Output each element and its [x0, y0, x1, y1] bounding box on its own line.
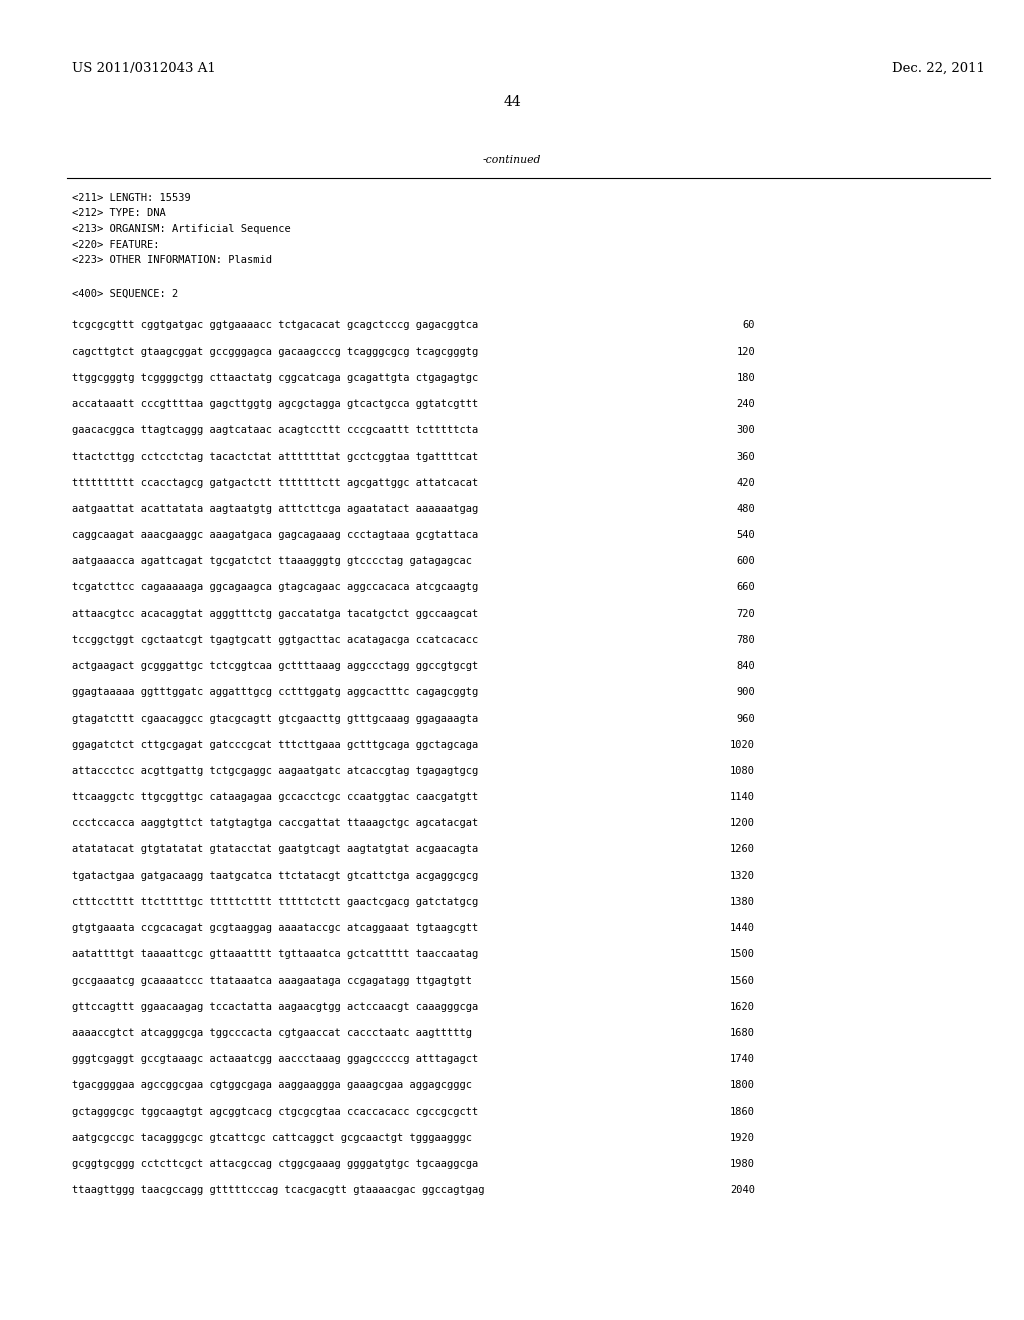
Text: 1440: 1440 [730, 923, 755, 933]
Text: 1500: 1500 [730, 949, 755, 960]
Text: 1200: 1200 [730, 818, 755, 829]
Text: <223> OTHER INFORMATION: Plasmid: <223> OTHER INFORMATION: Plasmid [72, 255, 272, 265]
Text: attaccctcc acgttgattg tctgcgaggc aagaatgatc atcaccgtag tgagagtgcg: attaccctcc acgttgattg tctgcgaggc aagaatg… [72, 766, 478, 776]
Text: <211> LENGTH: 15539: <211> LENGTH: 15539 [72, 193, 190, 203]
Text: 720: 720 [736, 609, 755, 619]
Text: tccggctggt cgctaatcgt tgagtgcatt ggtgacttac acatagacga ccatcacacc: tccggctggt cgctaatcgt tgagtgcatt ggtgact… [72, 635, 478, 645]
Text: gctagggcgc tggcaagtgt agcggtcacg ctgcgcgtaa ccaccacacc cgccgcgctt: gctagggcgc tggcaagtgt agcggtcacg ctgcgcg… [72, 1106, 478, 1117]
Text: <220> FEATURE:: <220> FEATURE: [72, 239, 160, 249]
Text: ttaagttggg taacgccagg gtttttcccag tcacgacgtt gtaaaacgac ggccagtgag: ttaagttggg taacgccagg gtttttcccag tcacga… [72, 1185, 484, 1195]
Text: ttcaaggctc ttgcggttgc cataagagaa gccacctcgc ccaatggtac caacgatgtt: ttcaaggctc ttgcggttgc cataagagaa gccacct… [72, 792, 478, 803]
Text: ggagtaaaaa ggtttggatc aggatttgcg cctttggatg aggcactttc cagagcggtg: ggagtaaaaa ggtttggatc aggatttgcg cctttgg… [72, 688, 478, 697]
Text: caggcaagat aaacgaaggc aaagatgaca gagcagaaag ccctagtaaa gcgtattaca: caggcaagat aaacgaaggc aaagatgaca gagcaga… [72, 531, 478, 540]
Text: aatgaattat acattatata aagtaatgtg atttcttcga agaatatact aaaaaatgag: aatgaattat acattatata aagtaatgtg atttctt… [72, 504, 478, 513]
Text: ttggcgggtg tcggggctgg cttaactatg cggcatcaga gcagattgta ctgagagtgc: ttggcgggtg tcggggctgg cttaactatg cggcatc… [72, 374, 478, 383]
Text: ctttcctttt ttctttttgc tttttctttt tttttctctt gaactcgacg gatctatgcg: ctttcctttt ttctttttgc tttttctttt tttttct… [72, 896, 478, 907]
Text: gttccagttt ggaacaagag tccactatta aagaacgtgg actccaacgt caaagggcga: gttccagttt ggaacaagag tccactatta aagaacg… [72, 1002, 478, 1011]
Text: <400> SEQUENCE: 2: <400> SEQUENCE: 2 [72, 289, 178, 298]
Text: gtagatcttt cgaacaggcc gtacgcagtt gtcgaacttg gtttgcaaag ggagaaagta: gtagatcttt cgaacaggcc gtacgcagtt gtcgaac… [72, 714, 478, 723]
Text: ccctccacca aaggtgttct tatgtagtga caccgattat ttaaagctgc agcatacgat: ccctccacca aaggtgttct tatgtagtga caccgat… [72, 818, 478, 829]
Text: accataaatt cccgttttaa gagcttggtg agcgctagga gtcactgcca ggtatcgttt: accataaatt cccgttttaa gagcttggtg agcgcta… [72, 399, 478, 409]
Text: gggtcgaggt gccgtaaagc actaaatcgg aaccctaaag ggagcccccg atttagagct: gggtcgaggt gccgtaaagc actaaatcgg aacccta… [72, 1055, 478, 1064]
Text: 660: 660 [736, 582, 755, 593]
Text: 44: 44 [503, 95, 521, 110]
Text: 780: 780 [736, 635, 755, 645]
Text: -continued: -continued [482, 154, 542, 165]
Text: 1560: 1560 [730, 975, 755, 986]
Text: 1680: 1680 [730, 1028, 755, 1038]
Text: 60: 60 [742, 321, 755, 330]
Text: gaacacggca ttagtcaggg aagtcataac acagtccttt cccgcaattt tctttttcta: gaacacggca ttagtcaggg aagtcataac acagtcc… [72, 425, 478, 436]
Text: 1740: 1740 [730, 1055, 755, 1064]
Text: 900: 900 [736, 688, 755, 697]
Text: gtgtgaaata ccgcacagat gcgtaaggag aaaataccgc atcaggaaat tgtaagcgtt: gtgtgaaata ccgcacagat gcgtaaggag aaaatac… [72, 923, 478, 933]
Text: 1140: 1140 [730, 792, 755, 803]
Text: <213> ORGANISM: Artificial Sequence: <213> ORGANISM: Artificial Sequence [72, 224, 291, 234]
Text: 240: 240 [736, 399, 755, 409]
Text: aatattttgt taaaattcgc gttaaatttt tgttaaatca gctcattttt taaccaatag: aatattttgt taaaattcgc gttaaatttt tgttaaa… [72, 949, 478, 960]
Text: 1020: 1020 [730, 739, 755, 750]
Text: aaaaccgtct atcagggcga tggcccacta cgtgaaccat caccctaatc aagtttttg: aaaaccgtct atcagggcga tggcccacta cgtgaac… [72, 1028, 472, 1038]
Text: ttactcttgg cctcctctag tacactctat atttttttat gcctcggtaa tgattttcat: ttactcttgg cctcctctag tacactctat atttttt… [72, 451, 478, 462]
Text: 420: 420 [736, 478, 755, 487]
Text: 1800: 1800 [730, 1080, 755, 1090]
Text: 960: 960 [736, 714, 755, 723]
Text: attaacgtcc acacaggtat agggtttctg gaccatatga tacatgctct ggccaagcat: attaacgtcc acacaggtat agggtttctg gaccata… [72, 609, 478, 619]
Text: 840: 840 [736, 661, 755, 671]
Text: aatgaaacca agattcagat tgcgatctct ttaaagggtg gtcccctag gatagagcac: aatgaaacca agattcagat tgcgatctct ttaaagg… [72, 556, 472, 566]
Text: <212> TYPE: DNA: <212> TYPE: DNA [72, 209, 166, 219]
Text: 600: 600 [736, 556, 755, 566]
Text: 1080: 1080 [730, 766, 755, 776]
Text: gcggtgcggg cctcttcgct attacgccag ctggcgaaag ggggatgtgc tgcaaggcga: gcggtgcggg cctcttcgct attacgccag ctggcga… [72, 1159, 478, 1170]
Text: gccgaaatcg gcaaaatccc ttataaatca aaagaataga ccgagatagg ttgagtgtt: gccgaaatcg gcaaaatccc ttataaatca aaagaat… [72, 975, 472, 986]
Text: aatgcgccgc tacagggcgc gtcattcgc cattcaggct gcgcaactgt tgggaagggc: aatgcgccgc tacagggcgc gtcattcgc cattcagg… [72, 1133, 472, 1143]
Text: US 2011/0312043 A1: US 2011/0312043 A1 [72, 62, 216, 75]
Text: 1920: 1920 [730, 1133, 755, 1143]
Text: 180: 180 [736, 374, 755, 383]
Text: 360: 360 [736, 451, 755, 462]
Text: atatatacat gtgtatatat gtatacctat gaatgtcagt aagtatgtat acgaacagta: atatatacat gtgtatatat gtatacctat gaatgtc… [72, 845, 478, 854]
Text: tcgatcttcc cagaaaaaga ggcagaagca gtagcagaac aggccacaca atcgcaagtg: tcgatcttcc cagaaaaaga ggcagaagca gtagcag… [72, 582, 478, 593]
Text: tttttttttt ccacctagcg gatgactctt tttttttctt agcgattggc attatcacat: tttttttttt ccacctagcg gatgactctt ttttttt… [72, 478, 478, 487]
Text: 1320: 1320 [730, 871, 755, 880]
Text: 120: 120 [736, 347, 755, 356]
Text: 2040: 2040 [730, 1185, 755, 1195]
Text: 1260: 1260 [730, 845, 755, 854]
Text: 1860: 1860 [730, 1106, 755, 1117]
Text: 300: 300 [736, 425, 755, 436]
Text: 480: 480 [736, 504, 755, 513]
Text: 540: 540 [736, 531, 755, 540]
Text: 1980: 1980 [730, 1159, 755, 1170]
Text: Dec. 22, 2011: Dec. 22, 2011 [892, 62, 985, 75]
Text: 1380: 1380 [730, 896, 755, 907]
Text: ggagatctct cttgcgagat gatcccgcat tttcttgaaa gctttgcaga ggctagcaga: ggagatctct cttgcgagat gatcccgcat tttcttg… [72, 739, 478, 750]
Text: tcgcgcgttt cggtgatgac ggtgaaaacc tctgacacat gcagctcccg gagacggtca: tcgcgcgttt cggtgatgac ggtgaaaacc tctgaca… [72, 321, 478, 330]
Text: 1620: 1620 [730, 1002, 755, 1011]
Text: actgaagact gcgggattgc tctcggtcaa gcttttaaag aggccctagg ggccgtgcgt: actgaagact gcgggattgc tctcggtcaa gctttta… [72, 661, 478, 671]
Text: cagcttgtct gtaagcggat gccgggagca gacaagcccg tcagggcgcg tcagcgggtg: cagcttgtct gtaagcggat gccgggagca gacaagc… [72, 347, 478, 356]
Text: tgatactgaa gatgacaagg taatgcatca ttctatacgt gtcattctga acgaggcgcg: tgatactgaa gatgacaagg taatgcatca ttctata… [72, 871, 478, 880]
Text: tgacggggaa agccggcgaa cgtggcgaga aaggaaggga gaaagcgaa aggagcgggc: tgacggggaa agccggcgaa cgtggcgaga aaggaag… [72, 1080, 472, 1090]
